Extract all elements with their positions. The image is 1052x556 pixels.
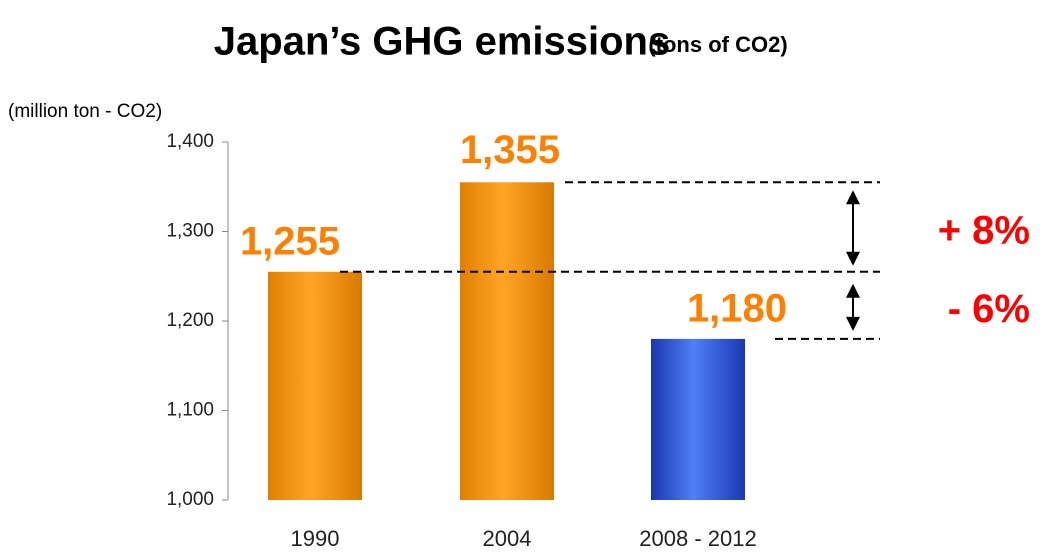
x-tick-label: 2008 - 2012 [639,526,756,551]
bar [268,271,362,500]
annotation: + 8% [938,209,1030,253]
data-label: 1,355 [460,128,560,172]
arrow-head [846,190,860,205]
y-tick-label: 1,400 [166,131,214,152]
y-tick-label: 1,300 [166,221,214,242]
x-tick-label: 2004 [483,526,532,551]
bar [460,182,554,500]
data-label: 1,180 [687,286,787,330]
chart-subtitle: (tons of CO2) [648,32,787,57]
annotation: - 6% [948,287,1030,331]
y-tick-label: 1,200 [166,310,214,331]
chart-title: Japan’s GHG emissions [214,20,670,64]
bar [651,338,745,500]
arrow-head [846,316,860,331]
arrow-head [846,251,860,266]
y-tick-label: 1,100 [166,400,214,421]
data-label: 1,255 [240,219,340,263]
y-tick-label: 1,000 [166,489,214,510]
y-axis-label: (million ton - CO2) [8,101,162,122]
arrow-head [846,283,860,298]
x-tick-label: 1990 [291,526,340,551]
